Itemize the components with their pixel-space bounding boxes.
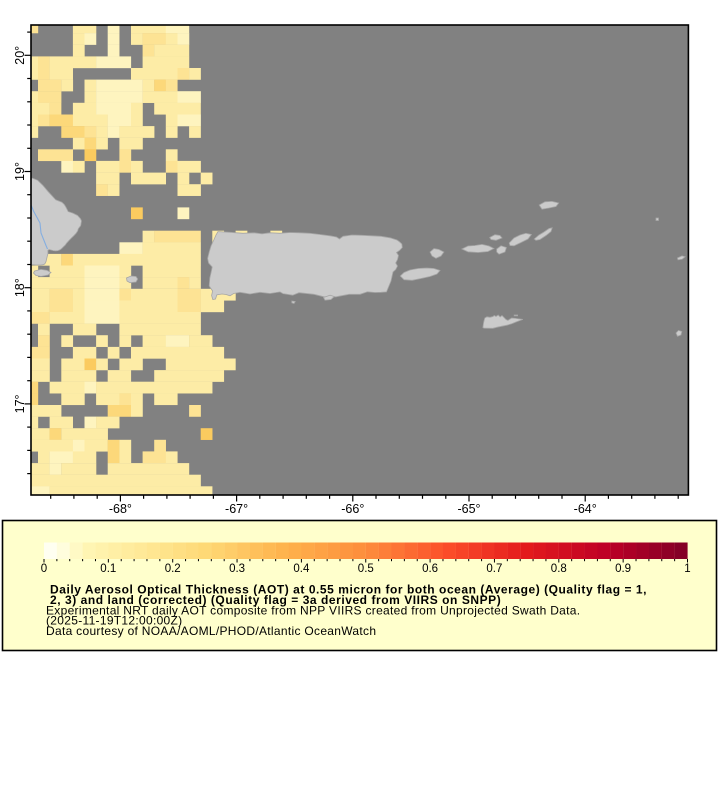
svg-text:Experimental NRT daily AOT com: Experimental NRT daily AOT composite fro…: [46, 603, 580, 617]
svg-text:(2025-11-19T12:00:00Z): (2025-11-19T12:00:00Z): [46, 614, 182, 628]
svg-text:1: 1: [684, 563, 690, 575]
svg-text:0.9: 0.9: [615, 563, 631, 575]
svg-text:0.2: 0.2: [165, 563, 181, 575]
svg-text:0.1: 0.1: [100, 563, 116, 575]
svg-text:2, 3) and land (corrected) (Qu: 2, 3) and land (corrected) (Quality flag…: [50, 593, 501, 607]
svg-text:18°: 18°: [13, 278, 27, 297]
svg-text:17°: 17°: [13, 394, 27, 413]
svg-text:0.3: 0.3: [229, 563, 245, 575]
svg-text:0.7: 0.7: [486, 563, 502, 575]
svg-text:0.8: 0.8: [551, 563, 567, 575]
svg-text:-65°: -65°: [457, 502, 480, 516]
svg-text:Data courtesy of NOAA/AOML/PHO: Data courtesy of NOAA/AOML/PHOD/Atlantic…: [46, 624, 376, 638]
svg-text:-66°: -66°: [341, 502, 364, 516]
svg-text:Daily Aerosol Optical Thicknes: Daily Aerosol Optical Thickness (AOT) at…: [50, 583, 647, 597]
svg-text:0: 0: [41, 563, 47, 575]
svg-text:-68°: -68°: [109, 502, 132, 516]
svg-text:0.6: 0.6: [422, 563, 438, 575]
svg-text:0.5: 0.5: [358, 563, 374, 575]
svg-text:20°: 20°: [13, 46, 27, 65]
svg-text:-64°: -64°: [574, 502, 597, 516]
svg-text:-67°: -67°: [225, 502, 248, 516]
svg-text:19°: 19°: [13, 162, 27, 181]
svg-text:0.4: 0.4: [293, 563, 310, 575]
